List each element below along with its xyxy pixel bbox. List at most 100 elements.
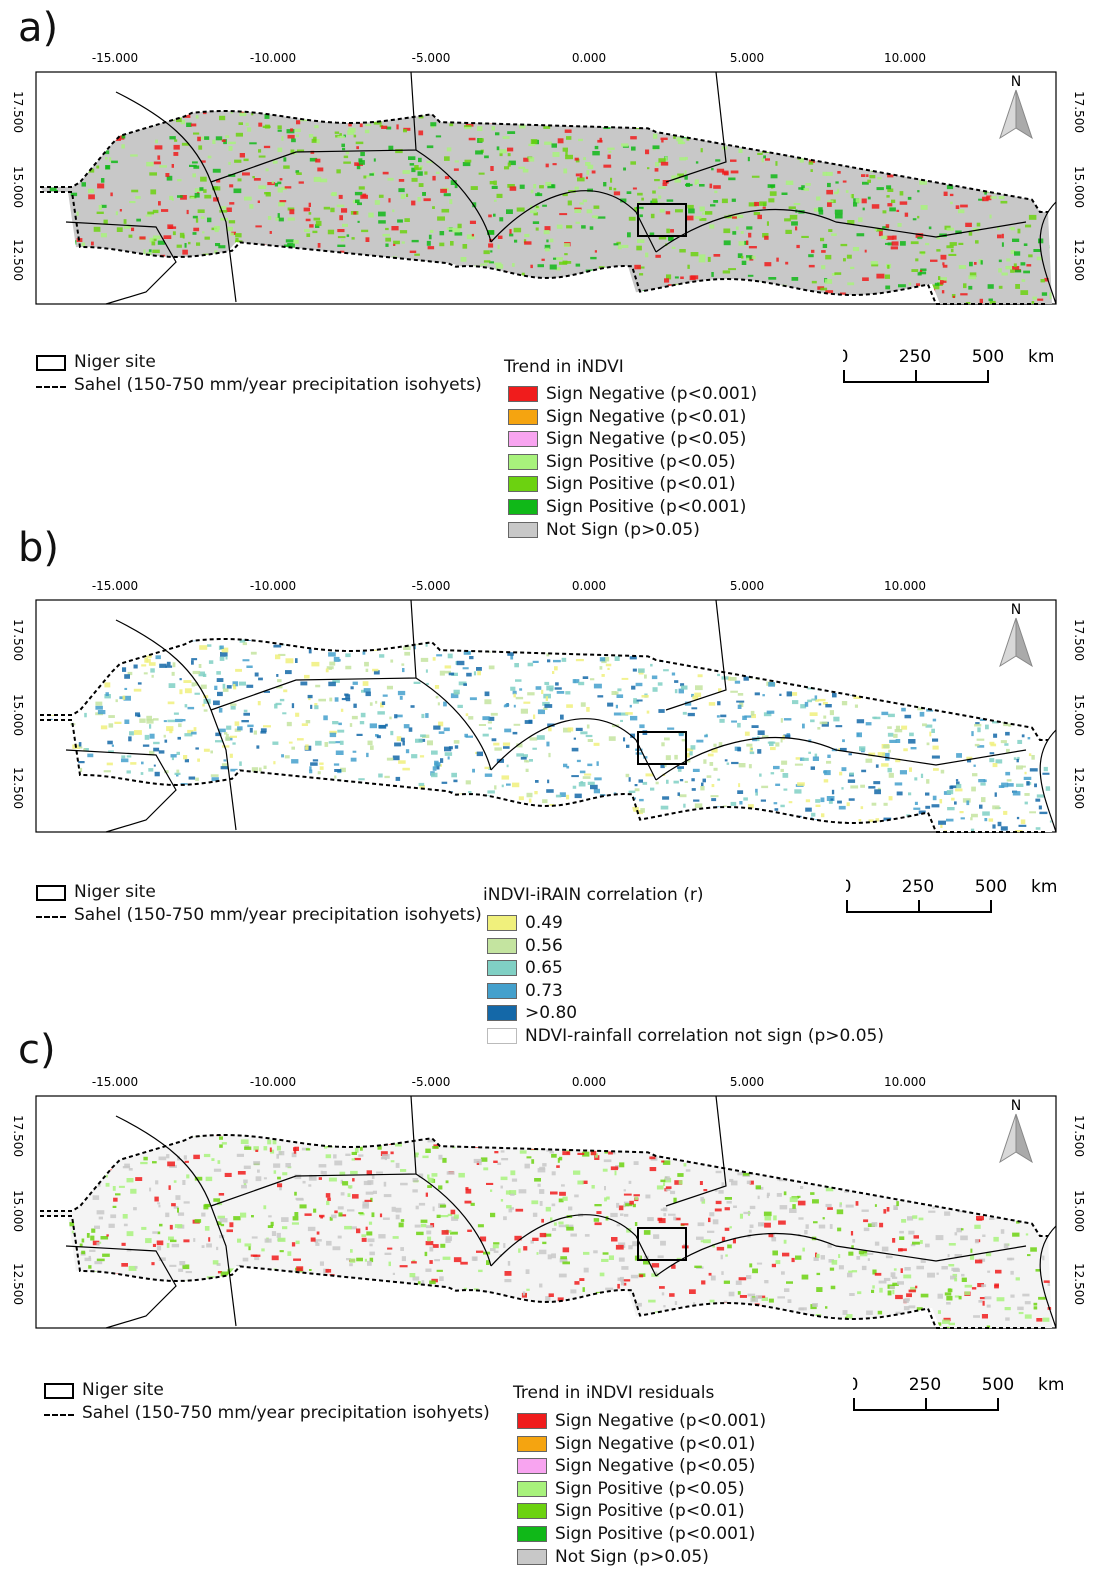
scale-label: 0 [846,877,851,897]
top-tick-label: -5.000 [412,51,451,65]
left-tick-label: 15.000 [11,694,25,736]
top-tick-label: 0.000 [572,579,606,593]
legend-swatch [517,1526,547,1542]
country-border [490,190,657,253]
country-border [1039,1225,1057,1329]
legend-site-symbol [44,1383,74,1399]
sahel-isohyet-north [40,1134,1048,1237]
right-tick-label: 12.500 [1072,239,1086,281]
scale-label: 250 [899,347,931,367]
legend-site-label: Niger site [82,1380,164,1400]
legend-class-label: 0.49 [525,913,563,933]
scale-label: 500 [982,1375,1014,1395]
top-tick-label: 5.000 [730,579,764,593]
legend-class-label: Sign Positive (p<0.01) [555,1501,745,1522]
legend-class-label: Sign Negative (p<0.05) [546,429,747,450]
top-tick-label: -15.000 [92,51,138,65]
top-tick-label: 5.000 [730,51,764,65]
sahel-band [40,1135,1052,1328]
legend-swatch [508,431,538,448]
legend-class-label: Not Sign (p>0.05) [546,519,700,540]
scale-label: 250 [902,877,934,897]
legend-title: Trend in iNDVI [504,357,624,377]
country-border [65,221,177,305]
country-border [115,619,237,831]
legend-class-label: Sign Negative (p<0.001) [555,1411,767,1431]
left-tick-label: 17.500 [11,91,25,133]
left-tick-label: 15.000 [11,1190,25,1232]
legend-swatch [517,1458,547,1475]
country-border [115,91,237,303]
map-frame: -15.000-15.000-10.000-10.000-5.000-5.000… [11,1075,1086,1329]
top-tick-label: 0.000 [572,1075,606,1089]
top-tick-label: -10.000 [250,51,296,65]
scale-label: km [1031,877,1057,897]
sahel-isohyet-north [40,638,1048,741]
country-border [65,749,177,833]
legend-class-label: Sign Positive (p<0.05) [555,1478,745,1499]
legend-class-label: Not Sign (p>0.05) [555,1546,709,1567]
legend-class-label: Sign Positive (p<0.05) [546,451,736,472]
scale-bar: 0 250 500 km [843,347,1054,383]
top-tick-label: 10.000 [884,579,926,593]
country-border [115,1115,237,1327]
panel-label: a) [18,5,59,51]
right-tick-label: 12.500 [1072,1263,1086,1305]
right-tick-label: 15.000 [1072,166,1086,208]
scale-bar: 0 250 500 km [853,1375,1064,1411]
niger-site-box [637,203,687,237]
country-border [65,1245,177,1329]
right-tick-label: 12.500 [1072,767,1086,809]
top-tick-label: -5.000 [412,579,451,593]
legend-sahel-label: Sahel (150-750 mm/year precipitation iso… [74,905,482,925]
legend-class-label: 0.65 [525,958,563,979]
scale-label: 500 [975,877,1007,897]
top-tick-label: 10.000 [884,51,926,65]
legend-class-label: Sign Positive (p<0.001) [546,497,747,517]
legend-swatch [487,1028,517,1044]
top-tick-label: -10.000 [250,1075,296,1089]
right-tick-label: 17.500 [1072,619,1086,661]
panel-label: c) [18,1027,56,1073]
top-tick-label: 0.000 [572,51,606,65]
left-tick-label: 12.500 [11,1263,25,1305]
left-tick-label: 15.000 [11,166,25,208]
right-tick-label: 15.000 [1072,1190,1086,1232]
country-border [415,149,492,243]
left-tick-label: 17.500 [11,619,25,661]
legend-sahel-symbol [36,916,66,918]
legend-site-symbol [36,885,66,901]
legend-title: iNDVI-iRAIN correlation (r) [483,885,704,905]
legend-class-label: Sign Positive (p<0.01) [546,474,736,495]
legend-sahel-label: Sahel (150-750 mm/year precipitation iso… [82,1403,490,1423]
legend-site-symbol [36,355,66,371]
country-border [655,209,1027,253]
legend-sahel-symbol [44,1414,74,1416]
scale-label: km [1038,1375,1064,1395]
legend-swatch [517,1435,547,1452]
country-border [655,737,1027,781]
legend-swatch [487,1005,517,1022]
legend-class-label: Sign Negative (p<0.001) [546,384,758,404]
top-tick-label: -10.000 [250,579,296,593]
scale-label: km [1028,347,1054,367]
legend-swatch [487,960,517,977]
legend-swatch [487,915,517,931]
country-border [1039,201,1057,305]
scale-label: 250 [909,1375,941,1395]
legend-class-label: Sign Negative (p<0.01) [546,406,747,427]
country-border [665,599,727,711]
north-label: N [1011,74,1021,90]
left-tick-label: 17.500 [11,1115,25,1157]
legend-site-label: Niger site [74,352,156,372]
niger-site-box [637,1227,687,1261]
legend-swatch [487,937,517,954]
top-tick-label: 5.000 [730,1075,764,1089]
country-border [665,1095,727,1207]
legend-swatch [508,499,538,515]
country-border [655,1233,1027,1277]
country-border [210,599,417,711]
sahel-isohyet-north [40,110,1048,213]
legend-sahel-label: Sahel (150-750 mm/year precipitation iso… [74,375,482,395]
legend-swatch [517,1503,547,1520]
